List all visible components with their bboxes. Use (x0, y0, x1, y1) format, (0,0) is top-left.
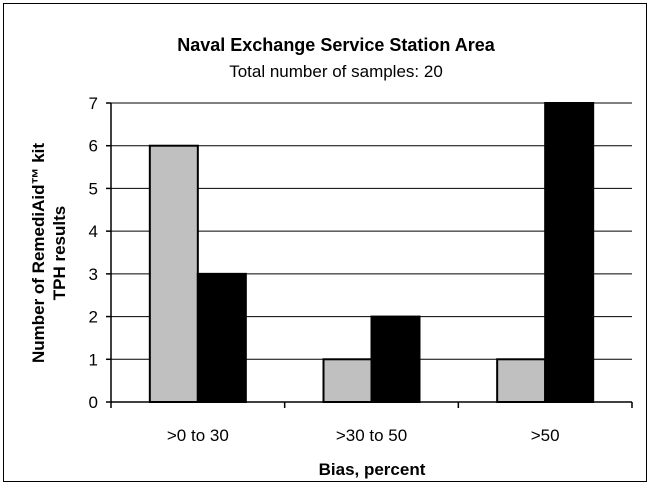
y-tick-label: 4 (89, 222, 98, 241)
y-tick-label: 5 (89, 179, 98, 198)
y-tick-label: 2 (89, 308, 98, 327)
bar (148, 144, 199, 403)
y-axis-label-line-2: TPH results (50, 206, 69, 300)
y-tick-label: 7 (89, 94, 98, 113)
y-axis-label-line-1: Number of RemediAid™ kit (29, 143, 48, 363)
bar (496, 358, 547, 403)
y-tick-label: 3 (89, 265, 98, 284)
chart-subtitle: Total number of samples: 20 (229, 62, 443, 81)
y-tick-labels: 0 1 2 3 4 5 6 7 (89, 94, 98, 412)
chart-title: Naval Exchange Service Station Area (177, 35, 495, 55)
bars (148, 102, 595, 404)
x-tick-label: >50 (531, 426, 560, 445)
x-tick-label: >30 to 50 (336, 426, 407, 445)
x-tick-label: >0 to 30 (167, 426, 229, 445)
x-tick-labels: >0 to 30 >30 to 50 >50 (167, 426, 560, 445)
y-tick-label: 0 (89, 393, 98, 412)
bar (370, 315, 421, 404)
bar (196, 272, 247, 403)
bar (322, 358, 373, 403)
x-axis-label: Bias, percent (319, 460, 426, 479)
bar (544, 102, 595, 403)
y-axis-label: Number of RemediAid™ kit TPH results (29, 143, 69, 363)
axes (106, 102, 633, 408)
y-tick-label: 1 (89, 350, 98, 369)
y-tick-label: 6 (89, 137, 98, 156)
